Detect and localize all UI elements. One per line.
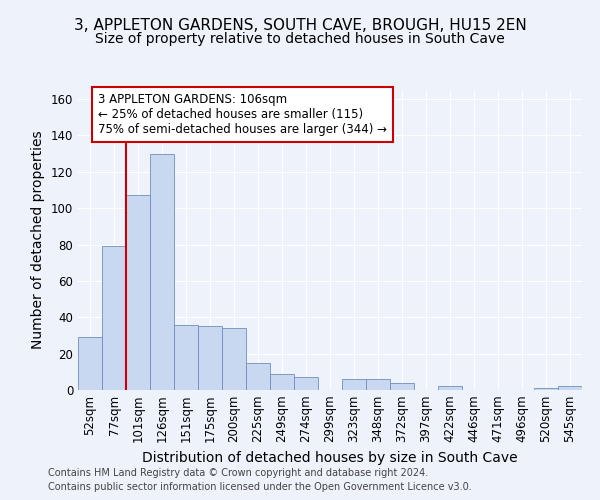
Bar xyxy=(342,379,366,390)
Bar xyxy=(534,388,558,390)
Bar xyxy=(198,326,222,390)
Bar xyxy=(270,374,294,390)
Text: Contains HM Land Registry data © Crown copyright and database right 2024.: Contains HM Land Registry data © Crown c… xyxy=(48,468,428,477)
X-axis label: Distribution of detached houses by size in South Cave: Distribution of detached houses by size … xyxy=(142,451,518,465)
Y-axis label: Number of detached properties: Number of detached properties xyxy=(31,130,45,350)
Text: 3 APPLETON GARDENS: 106sqm
← 25% of detached houses are smaller (115)
75% of sem: 3 APPLETON GARDENS: 106sqm ← 25% of deta… xyxy=(98,93,387,136)
Bar xyxy=(222,328,246,390)
Bar xyxy=(150,154,174,390)
Bar xyxy=(78,338,102,390)
Text: 3, APPLETON GARDENS, SOUTH CAVE, BROUGH, HU15 2EN: 3, APPLETON GARDENS, SOUTH CAVE, BROUGH,… xyxy=(74,18,526,32)
Bar xyxy=(102,246,126,390)
Bar xyxy=(174,324,198,390)
Bar xyxy=(126,196,150,390)
Bar xyxy=(294,378,318,390)
Bar xyxy=(366,379,390,390)
Text: Size of property relative to detached houses in South Cave: Size of property relative to detached ho… xyxy=(95,32,505,46)
Bar xyxy=(558,386,582,390)
Text: Contains public sector information licensed under the Open Government Licence v3: Contains public sector information licen… xyxy=(48,482,472,492)
Bar xyxy=(390,382,414,390)
Bar xyxy=(438,386,462,390)
Bar xyxy=(246,362,270,390)
